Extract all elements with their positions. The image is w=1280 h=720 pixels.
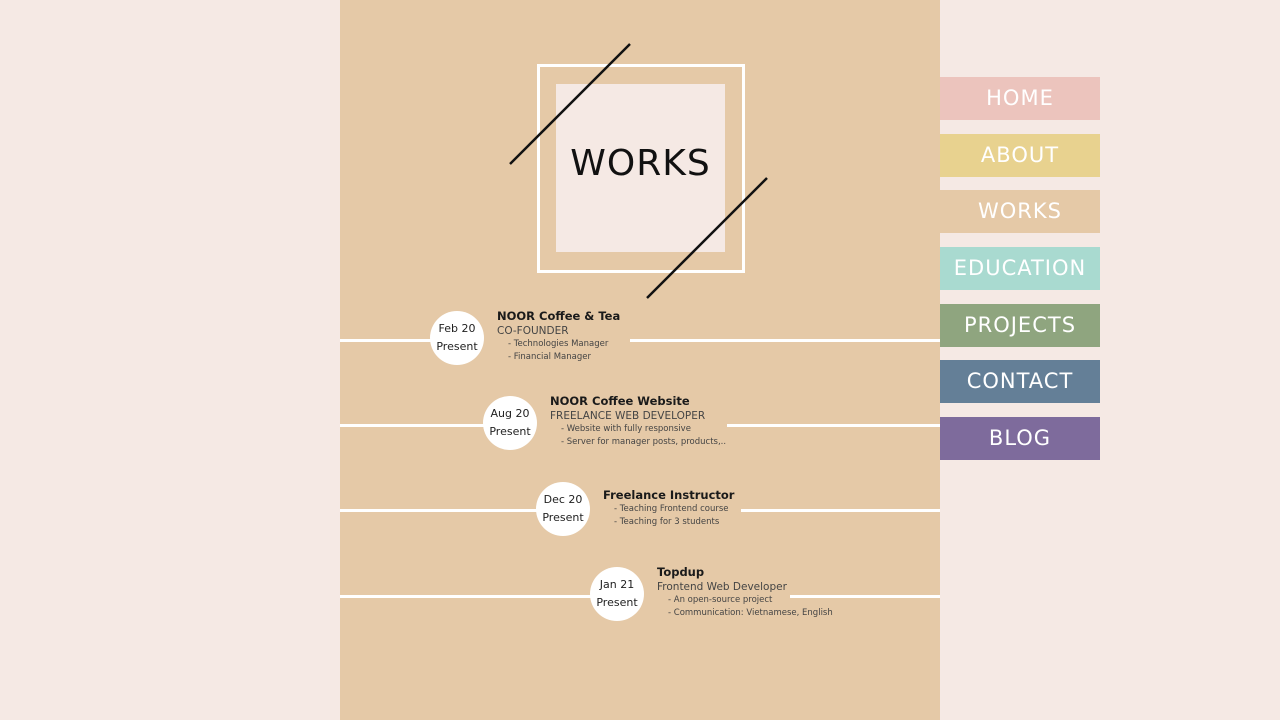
timeline-line [727, 424, 940, 427]
logo-frame [537, 64, 745, 273]
timeline-company: NOOR Coffee Website [550, 394, 690, 408]
timeline-status: Present [489, 425, 531, 438]
nav-item-projects[interactable]: PROJECTS [940, 303, 1100, 347]
timeline-detail: - Communication: Vietnamese, English [668, 608, 833, 618]
nav-item-education[interactable]: EDUCATION [940, 247, 1100, 291]
timeline-line [340, 424, 485, 427]
timeline-status: Present [436, 340, 478, 353]
timeline-detail: - Teaching Frontend course [614, 504, 729, 514]
timeline-detail: - Financial Manager [508, 352, 591, 362]
timeline-date: Aug 20 [490, 407, 530, 420]
nav-item-works[interactable]: WORKS [940, 190, 1100, 234]
timeline-entry: NOOR Coffee & Tea CO-FOUNDER - Technolog… [497, 309, 620, 364]
timeline-role: CO-FOUNDER [497, 325, 569, 337]
timeline-entry: Freelance Instructor - Teaching Frontend… [603, 488, 734, 529]
timeline-date: Feb 20 [438, 322, 476, 335]
timeline-date-badge: Aug 20 Present [483, 396, 537, 450]
timeline-status: Present [596, 596, 638, 609]
timeline-detail: - Technologies Manager [508, 339, 609, 349]
nav-item-home[interactable]: HOME [940, 77, 1100, 120]
timeline-date: Dec 20 [543, 493, 583, 506]
main-nav: HOME ABOUT WORKS EDUCATION PROJECTS CONT… [940, 77, 1100, 474]
nav-item-contact[interactable]: CONTACT [940, 360, 1100, 404]
timeline-line [340, 509, 538, 512]
timeline-company: Topdup [657, 565, 705, 579]
timeline-detail: - An open-source project [668, 595, 773, 605]
timeline-detail: - Website with fully responsive [561, 424, 691, 434]
timeline-line [741, 509, 940, 512]
nav-item-about[interactable]: ABOUT [940, 133, 1100, 177]
timeline-role: FREELANCE WEB DEVELOPER [550, 410, 706, 422]
timeline-entry: NOOR Coffee Website FREELANCE WEB DEVELO… [550, 394, 726, 449]
timeline-line [790, 595, 940, 598]
timeline-detail: - Server for manager posts, products,.. [561, 437, 727, 447]
timeline-date-badge: Dec 20 Present [536, 482, 590, 536]
timeline-date: Jan 21 [599, 578, 635, 591]
timeline-line [340, 339, 432, 342]
page-title: WORKS [570, 143, 711, 184]
timeline-status: Present [542, 511, 584, 524]
timeline-company: NOOR Coffee & Tea [497, 309, 621, 323]
nav-item-blog[interactable]: BLOG [940, 417, 1100, 461]
timeline-role: Frontend Web Developer [657, 581, 787, 593]
timeline-entry: Topdup Frontend Web Developer - An open-… [657, 565, 833, 620]
timeline-line [340, 595, 591, 598]
timeline-date-badge: Jan 21 Present [590, 567, 644, 621]
timeline-company: Freelance Instructor [603, 488, 735, 502]
timeline-detail: - Teaching for 3 students [614, 517, 720, 527]
timeline-date-badge: Feb 20 Present [430, 311, 484, 365]
timeline-line [630, 339, 940, 342]
